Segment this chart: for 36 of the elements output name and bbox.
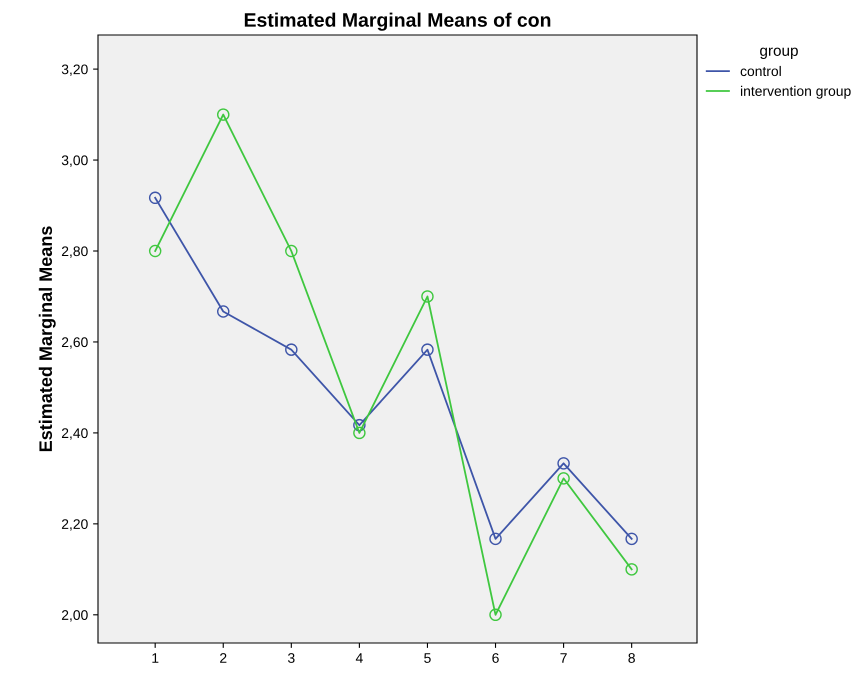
y-tick-label: 2,40 xyxy=(62,428,88,440)
legend-label: control xyxy=(740,66,781,76)
point xyxy=(557,457,570,470)
x-tick-label: 3 xyxy=(288,653,295,663)
point xyxy=(489,532,502,546)
point xyxy=(216,305,230,318)
point xyxy=(625,532,638,546)
point xyxy=(353,426,366,440)
point xyxy=(285,343,298,356)
point xyxy=(421,290,434,303)
legend-label: intervention group xyxy=(740,86,851,99)
point xyxy=(353,418,366,432)
x-tick-label: 1 xyxy=(152,653,158,663)
point xyxy=(625,563,638,576)
point xyxy=(557,472,570,485)
point xyxy=(285,244,298,258)
y-tick-label: 2,20 xyxy=(62,519,88,531)
y-tick-label: 2,60 xyxy=(62,337,88,349)
y-tick-label: 2,00 xyxy=(62,610,88,622)
y-tick-label: 3,00 xyxy=(62,155,88,167)
y-axis-title: Estimated Marginal Means xyxy=(38,226,56,452)
chart-title: Estimated Marginal Means of con xyxy=(244,12,550,31)
x-tick-label: 7 xyxy=(560,653,567,663)
point xyxy=(148,244,162,258)
point xyxy=(421,343,434,356)
y-tick-label: 3,20 xyxy=(62,64,88,76)
x-tick-label: 4 xyxy=(356,653,363,663)
y-tick-label: 2,80 xyxy=(62,246,88,258)
legend-title: group xyxy=(760,48,798,59)
x-tick-label: 8 xyxy=(628,653,635,663)
x-tick-label: 2 xyxy=(220,653,226,663)
point xyxy=(216,108,230,121)
point xyxy=(148,192,162,204)
point xyxy=(489,608,502,622)
x-tick-label: 6 xyxy=(492,653,499,663)
x-tick-label: 5 xyxy=(424,653,431,663)
